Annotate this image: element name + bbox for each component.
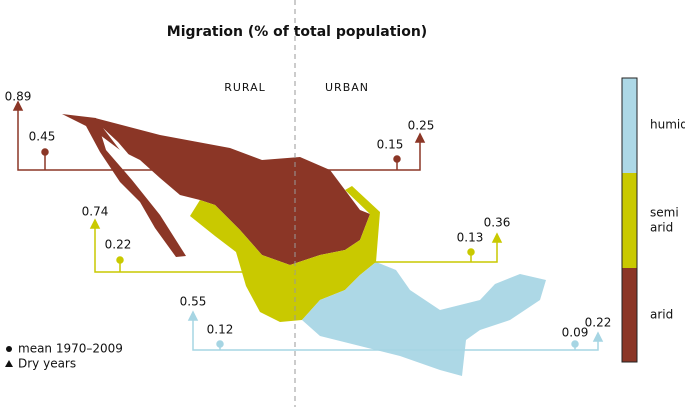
- value-label: 0.13: [457, 231, 484, 245]
- legend-label: semi: [650, 206, 679, 220]
- region-arid-baja: [62, 114, 186, 257]
- arrow-head: [12, 100, 24, 111]
- column-label: URBAN: [325, 81, 369, 94]
- flow-line: [94, 226, 295, 273]
- legend-swatch: [622, 78, 637, 173]
- flow-humid: [187, 310, 604, 351]
- region-humid: [302, 262, 546, 376]
- value-label: 0.36: [484, 216, 511, 230]
- gulf: [103, 128, 162, 192]
- arrow-head: [89, 218, 101, 229]
- title: Migration (% of total population): [167, 24, 427, 40]
- value-label: 0.12: [207, 323, 234, 337]
- legend-triangle: [5, 360, 13, 367]
- symbol-legend: mean 1970–2009 Dry years: [5, 342, 123, 371]
- dot: [216, 340, 224, 348]
- flow-line: [17, 108, 295, 171]
- arrow-head: [491, 232, 503, 243]
- legend-label: Dry years: [18, 357, 76, 371]
- dot: [467, 248, 475, 256]
- legend-label: arid: [650, 221, 673, 235]
- value-label: 0.22: [585, 316, 612, 330]
- arrow-head: [187, 310, 199, 321]
- value-label: 0.45: [29, 130, 56, 144]
- value-label: 0.15: [377, 138, 404, 152]
- map: [62, 114, 546, 376]
- region-legend: humid semi arid arid: [621, 77, 685, 363]
- region-arid: [95, 118, 370, 265]
- flow-line: [192, 318, 599, 351]
- dot: [41, 148, 49, 156]
- flow-arid: [12, 100, 426, 171]
- arrow-head: [414, 132, 426, 143]
- legend-frame: [621, 77, 638, 363]
- flow-semi-arid: [89, 218, 503, 273]
- legend-label: arid: [650, 308, 673, 322]
- legend-label: mean 1970–2009: [18, 342, 123, 356]
- dot: [393, 155, 401, 163]
- arrow-head: [592, 331, 604, 342]
- legend-dot: [6, 346, 12, 352]
- value-label: 0.74: [82, 205, 109, 219]
- dot: [571, 340, 579, 348]
- value-label: 0.55: [180, 295, 207, 309]
- value-label: 0.22: [105, 238, 132, 252]
- legend-swatch: [622, 268, 637, 362]
- column-label: RURAL: [224, 81, 266, 94]
- dot: [116, 256, 124, 264]
- flow-line: [360, 240, 498, 263]
- flow-line: [295, 140, 421, 171]
- legend-swatch: [622, 173, 637, 268]
- value-label: 0.89: [5, 90, 32, 104]
- region-semi-arid: [190, 186, 380, 322]
- value-label: 0.25: [408, 119, 435, 133]
- legend-label: humid: [650, 118, 685, 132]
- value-label: 0.09: [562, 326, 589, 340]
